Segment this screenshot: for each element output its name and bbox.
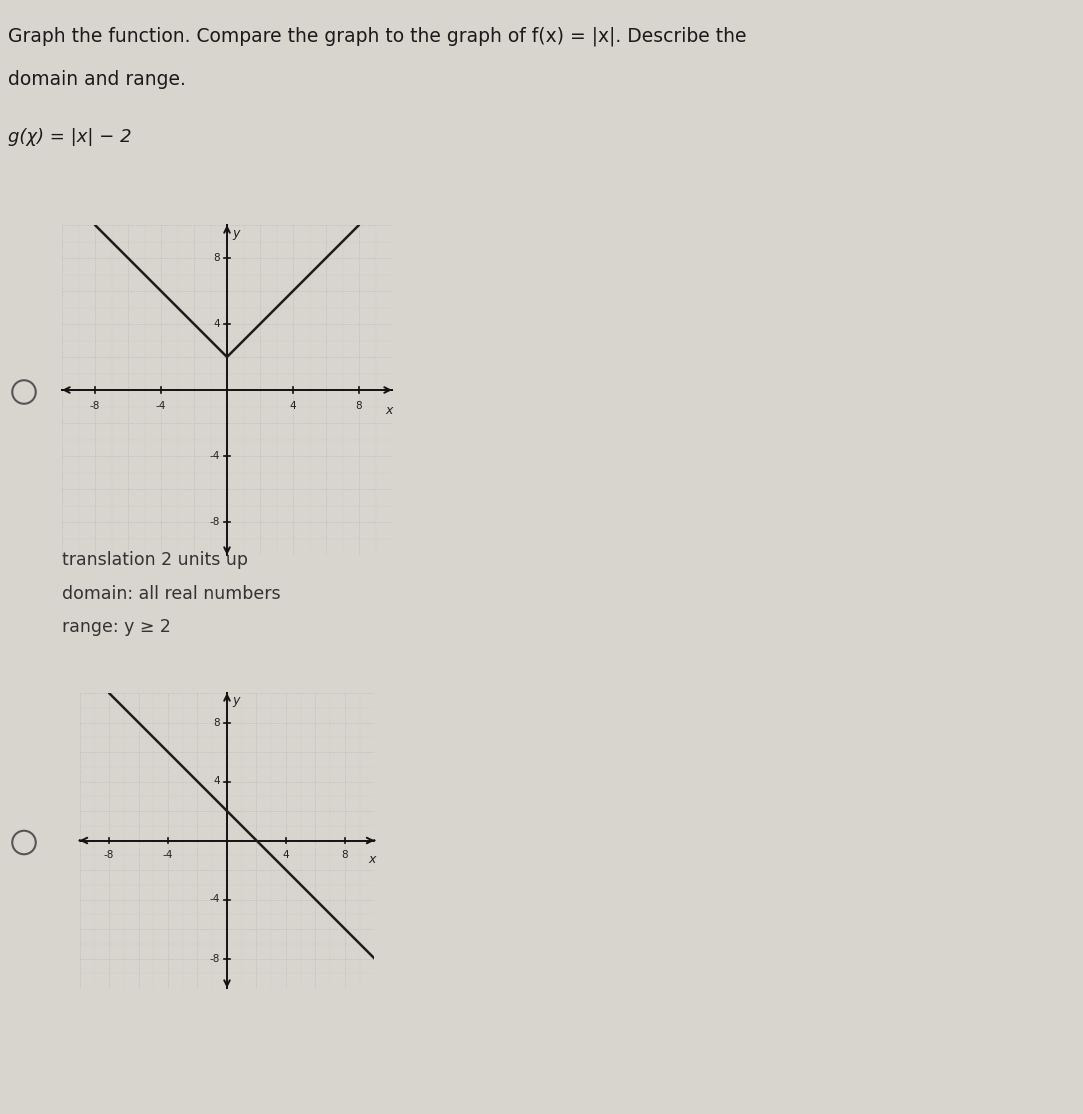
Text: x: x bbox=[368, 853, 375, 866]
Text: g(χ) = |x| − 2: g(χ) = |x| − 2 bbox=[8, 128, 132, 147]
Text: 4: 4 bbox=[283, 850, 289, 860]
Text: -4: -4 bbox=[156, 401, 166, 411]
Text: 4: 4 bbox=[289, 401, 297, 411]
Text: -8: -8 bbox=[104, 850, 114, 860]
Text: Graph the function. Compare the graph to the graph of f(x) = |x|. Describe the: Graph the function. Compare the graph to… bbox=[8, 27, 746, 47]
Text: -8: -8 bbox=[209, 517, 220, 527]
Text: 8: 8 bbox=[355, 401, 363, 411]
Text: domain and range.: domain and range. bbox=[8, 70, 186, 89]
Text: -8: -8 bbox=[210, 954, 220, 964]
Text: y: y bbox=[233, 226, 240, 240]
Text: 8: 8 bbox=[213, 717, 220, 727]
Text: 4: 4 bbox=[213, 319, 220, 329]
Text: 8: 8 bbox=[213, 253, 220, 263]
Text: 4: 4 bbox=[213, 776, 220, 786]
Text: -8: -8 bbox=[90, 401, 101, 411]
Text: -4: -4 bbox=[209, 451, 220, 461]
Text: x: x bbox=[386, 404, 392, 417]
Text: translation 2 units up: translation 2 units up bbox=[62, 551, 248, 569]
Text: range: y ≥ 2: range: y ≥ 2 bbox=[62, 618, 171, 636]
Text: 8: 8 bbox=[342, 850, 349, 860]
Text: -4: -4 bbox=[210, 895, 220, 905]
Text: -4: -4 bbox=[162, 850, 173, 860]
Text: y: y bbox=[232, 694, 239, 707]
Text: domain: all real numbers: domain: all real numbers bbox=[62, 585, 280, 603]
